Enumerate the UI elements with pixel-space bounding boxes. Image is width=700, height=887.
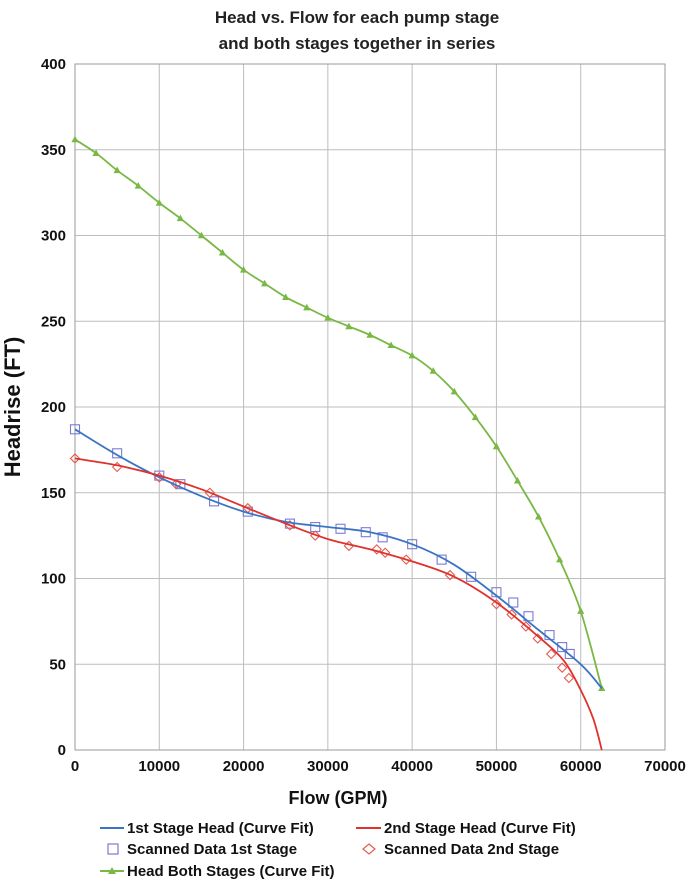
data-point bbox=[218, 248, 227, 256]
y-tick-label: 0 bbox=[58, 742, 66, 759]
data-point bbox=[69, 424, 81, 435]
data-point bbox=[534, 512, 543, 520]
y-tick-label: 300 bbox=[41, 228, 66, 245]
y-tick-label: 150 bbox=[41, 485, 66, 502]
data-point bbox=[69, 453, 81, 464]
series-2nd-stage-head-curve-fit bbox=[74, 457, 603, 751]
data-point bbox=[239, 266, 248, 273]
data-point bbox=[170, 478, 182, 490]
series-scanned-data-1st-stage bbox=[69, 424, 575, 660]
data-point bbox=[345, 322, 353, 330]
y-tick-label: 250 bbox=[41, 313, 66, 330]
data-point bbox=[371, 544, 383, 555]
x-tick-label: 60000 bbox=[560, 758, 602, 775]
y-tick-label: 100 bbox=[41, 571, 66, 588]
data-point bbox=[261, 279, 269, 287]
data-point bbox=[155, 199, 163, 206]
data-point bbox=[134, 181, 142, 189]
series-head-both-stages-curve-fit bbox=[71, 135, 606, 692]
data-point bbox=[366, 331, 374, 338]
legend: 1st Stage Head (Curve Fit) 2nd Stage Hea… bbox=[100, 820, 576, 880]
data-point bbox=[113, 166, 121, 174]
x-tick-label: 70000 bbox=[644, 758, 686, 775]
x-tick-label: 50000 bbox=[476, 758, 518, 775]
data-point bbox=[429, 367, 437, 374]
x-tick-label: 0 bbox=[71, 758, 79, 775]
x-tick-label: 20000 bbox=[223, 758, 265, 775]
data-point bbox=[557, 642, 568, 653]
legend-item-scanned-1st-stage: Scanned Data 1st Stage bbox=[107, 841, 297, 858]
data-point bbox=[492, 442, 501, 450]
legend-swatch-square bbox=[107, 843, 119, 855]
data-point bbox=[310, 521, 321, 533]
legend-label: 2nd Stage Head (Curve Fit) bbox=[384, 820, 576, 837]
data-point bbox=[545, 648, 557, 660]
data-point bbox=[209, 496, 220, 507]
legend-label: Scanned Data 1st Stage bbox=[127, 841, 297, 858]
data-point bbox=[407, 539, 418, 550]
series-1st-stage-head-curve-fit bbox=[74, 428, 603, 689]
legend-label: Scanned Data 2nd Stage bbox=[384, 841, 559, 858]
data-point bbox=[564, 648, 575, 660]
data-point bbox=[556, 555, 564, 563]
data-point bbox=[197, 231, 206, 239]
data-point bbox=[513, 476, 522, 484]
data-point bbox=[377, 532, 388, 543]
legend-item-1st-stage-head: 1st Stage Head (Curve Fit) bbox=[100, 820, 314, 837]
data-point bbox=[450, 387, 458, 395]
y-tick-label: 400 bbox=[41, 56, 66, 73]
legend-label: Head Both Stages (Curve Fit) bbox=[127, 863, 335, 880]
chart-title-line-2: and both stages together in series bbox=[219, 34, 496, 53]
data-point bbox=[71, 135, 79, 143]
legend-item-2nd-stage-head: 2nd Stage Head (Curve Fit) bbox=[356, 820, 576, 837]
legend-swatch-triangle bbox=[108, 867, 116, 874]
data-point bbox=[520, 621, 532, 632]
data-point bbox=[508, 597, 519, 608]
legend-item-scanned-2nd-stage: Scanned Data 2nd Stage bbox=[362, 841, 559, 858]
data-point bbox=[556, 662, 568, 673]
legend-swatch-diamond bbox=[362, 843, 376, 855]
y-axis-label: Headrise (FT) bbox=[0, 337, 25, 478]
y-tick-label: 50 bbox=[49, 656, 66, 673]
series bbox=[69, 135, 606, 751]
data-point bbox=[408, 351, 416, 359]
x-tick-label: 10000 bbox=[138, 758, 180, 775]
plot-frame bbox=[74, 63, 666, 751]
data-point bbox=[563, 672, 575, 684]
tick-labels: 0 50 100 150 200 250 300 350 400 0 10000 20000 30000… bbox=[41, 56, 686, 775]
data-point bbox=[506, 609, 517, 620]
x-axis-label: Flow (GPM) bbox=[289, 788, 388, 808]
data-point bbox=[471, 413, 479, 421]
data-point bbox=[303, 303, 311, 311]
legend-item-head-both-stages: Head Both Stages (Curve Fit) bbox=[100, 863, 335, 880]
y-tick-label: 200 bbox=[41, 399, 66, 416]
data-point bbox=[282, 293, 290, 301]
data-point bbox=[324, 314, 332, 321]
series-scanned-data-2nd-stage bbox=[69, 453, 575, 684]
data-point bbox=[92, 149, 100, 156]
data-point bbox=[387, 341, 395, 349]
data-point bbox=[577, 607, 585, 614]
data-point bbox=[491, 598, 502, 610]
legend-label: 1st Stage Head (Curve Fit) bbox=[127, 820, 314, 837]
data-point bbox=[532, 633, 544, 644]
data-point bbox=[176, 214, 184, 222]
y-tick-label: 350 bbox=[41, 142, 66, 159]
series-line bbox=[74, 428, 603, 689]
x-tick-label: 30000 bbox=[307, 758, 349, 775]
data-point bbox=[466, 571, 477, 582]
grid bbox=[74, 63, 666, 751]
data-point bbox=[379, 547, 391, 559]
series-line bbox=[74, 457, 603, 751]
series-line bbox=[74, 138, 603, 689]
chart-title-line-1: Head vs. Flow for each pump stage bbox=[215, 8, 499, 27]
x-tick-label: 40000 bbox=[391, 758, 433, 775]
